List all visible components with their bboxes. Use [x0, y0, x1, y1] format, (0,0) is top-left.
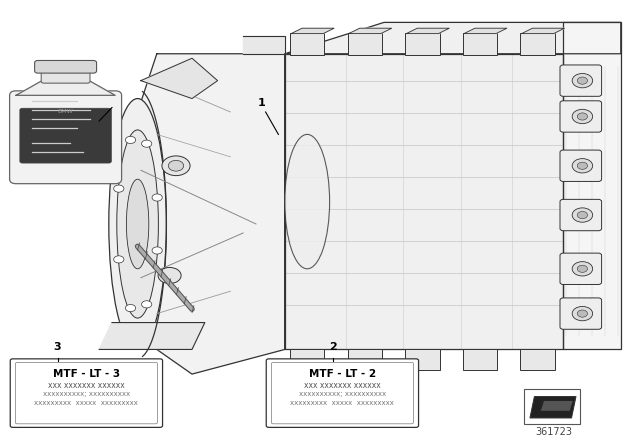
Circle shape: [577, 211, 588, 219]
Text: 3: 3: [54, 342, 61, 352]
FancyBboxPatch shape: [348, 349, 382, 370]
Circle shape: [577, 113, 588, 120]
FancyBboxPatch shape: [560, 150, 602, 181]
Circle shape: [572, 73, 593, 88]
FancyBboxPatch shape: [271, 362, 413, 424]
Circle shape: [577, 265, 588, 272]
Circle shape: [152, 247, 163, 254]
Polygon shape: [138, 54, 285, 374]
Polygon shape: [522, 28, 564, 34]
FancyBboxPatch shape: [463, 33, 497, 55]
Text: xxxxxxxxxx; xxxxxxxxxx: xxxxxxxxxx; xxxxxxxxxx: [299, 391, 386, 397]
Circle shape: [572, 262, 593, 276]
Polygon shape: [141, 58, 218, 99]
Circle shape: [158, 267, 181, 284]
Circle shape: [162, 156, 190, 176]
Polygon shape: [291, 28, 334, 34]
Circle shape: [125, 305, 136, 312]
FancyBboxPatch shape: [560, 65, 602, 96]
FancyBboxPatch shape: [20, 108, 111, 163]
FancyBboxPatch shape: [520, 33, 555, 55]
Text: xxxxxxxxx  xxxxx  xxxxxxxxx: xxxxxxxxx xxxxx xxxxxxxxx: [291, 400, 394, 406]
Polygon shape: [99, 323, 205, 349]
FancyBboxPatch shape: [10, 359, 163, 427]
Text: MTF - LT - 2: MTF - LT - 2: [309, 369, 376, 379]
Text: 2: 2: [329, 342, 337, 352]
Ellipse shape: [116, 130, 159, 318]
Circle shape: [152, 194, 163, 201]
Ellipse shape: [109, 99, 166, 349]
Polygon shape: [541, 401, 573, 411]
Circle shape: [572, 109, 593, 124]
FancyBboxPatch shape: [560, 101, 602, 132]
Text: 361723: 361723: [535, 427, 572, 437]
Text: 4: 4: [113, 97, 120, 107]
Circle shape: [577, 77, 588, 84]
Circle shape: [572, 208, 593, 222]
FancyBboxPatch shape: [35, 60, 97, 73]
Circle shape: [577, 310, 588, 317]
FancyBboxPatch shape: [524, 389, 580, 424]
Polygon shape: [243, 36, 285, 54]
Polygon shape: [406, 28, 449, 34]
FancyBboxPatch shape: [560, 199, 602, 231]
Circle shape: [572, 306, 593, 321]
Text: MTF - LT - 3: MTF - LT - 3: [53, 369, 120, 379]
Polygon shape: [285, 54, 563, 349]
FancyBboxPatch shape: [463, 349, 497, 370]
FancyBboxPatch shape: [41, 68, 90, 83]
FancyBboxPatch shape: [405, 349, 440, 370]
FancyBboxPatch shape: [15, 362, 157, 424]
Ellipse shape: [285, 134, 330, 269]
Polygon shape: [16, 82, 115, 95]
Polygon shape: [530, 396, 576, 418]
FancyBboxPatch shape: [560, 298, 602, 329]
Text: xxx xxxxxxx xxxxxx: xxx xxxxxxx xxxxxx: [304, 381, 381, 390]
Polygon shape: [464, 28, 507, 34]
Polygon shape: [285, 22, 621, 54]
Circle shape: [125, 136, 136, 143]
Circle shape: [572, 159, 593, 173]
Circle shape: [168, 160, 184, 171]
Text: xxxxxxxxx  xxxxx  xxxxxxxxx: xxxxxxxxx xxxxx xxxxxxxxx: [35, 400, 138, 406]
Ellipse shape: [127, 179, 148, 269]
FancyBboxPatch shape: [290, 349, 324, 370]
Text: BMW: BMW: [58, 109, 74, 114]
FancyBboxPatch shape: [10, 91, 122, 184]
FancyBboxPatch shape: [405, 33, 440, 55]
Circle shape: [141, 301, 152, 308]
FancyBboxPatch shape: [290, 33, 324, 55]
FancyBboxPatch shape: [348, 33, 382, 55]
FancyBboxPatch shape: [266, 359, 419, 427]
Text: xxx xxxxxxx xxxxxx: xxx xxxxxxx xxxxxx: [48, 381, 125, 390]
Text: xxxxxxxxxx; xxxxxxxxxx: xxxxxxxxxx; xxxxxxxxxx: [43, 391, 130, 397]
FancyBboxPatch shape: [560, 253, 602, 284]
Circle shape: [141, 140, 152, 147]
FancyBboxPatch shape: [520, 349, 555, 370]
Bar: [563, 22, 621, 349]
Circle shape: [114, 185, 124, 192]
Circle shape: [114, 256, 124, 263]
Circle shape: [577, 162, 588, 169]
Text: 1: 1: [257, 99, 265, 108]
Polygon shape: [349, 28, 392, 34]
